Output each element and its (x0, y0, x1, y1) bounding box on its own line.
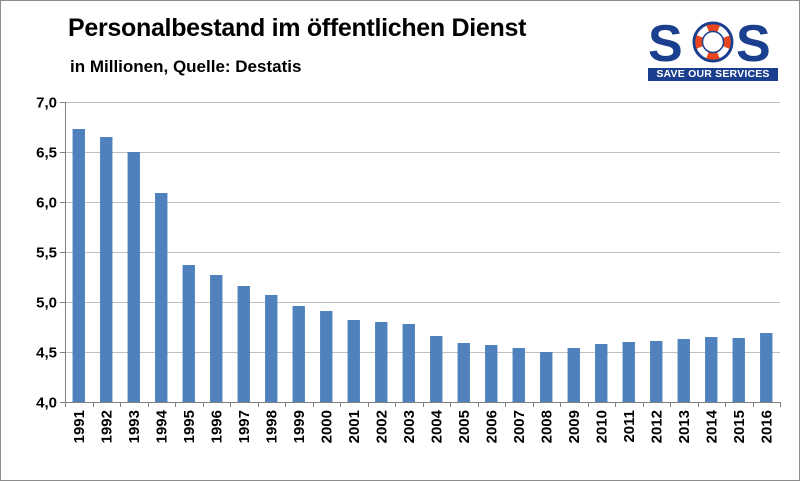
y-tick-labels: 4,0 4,5 5,0 5,5 6,0 6,5 7,0 (36, 95, 57, 412)
bar-2014 (705, 337, 718, 402)
axes (60, 102, 781, 407)
x-tick-label: 2006 (483, 410, 500, 443)
bar-1991 (72, 129, 85, 402)
x-tick-label: 2016 (758, 410, 775, 443)
x-tick-label: 2015 (731, 410, 748, 443)
bar-1996 (210, 275, 223, 402)
x-tick-label: 2011 (621, 410, 638, 443)
x-tick-label: 2002 (373, 410, 390, 443)
x-tick-label: 1991 (71, 410, 88, 443)
x-tick-label: 2008 (538, 410, 555, 443)
x-tick-label: 2010 (593, 410, 610, 443)
y-tick-label: 5,5 (36, 245, 57, 262)
bar-1998 (265, 295, 278, 402)
x-tick-label: 1997 (236, 410, 253, 443)
x-tick-label: 2005 (456, 410, 473, 443)
y-tick-label: 7,0 (36, 95, 57, 112)
x-tick-label: 2012 (648, 410, 665, 443)
gridlines (65, 102, 780, 353)
bar-2000 (320, 311, 333, 402)
logo-letter-s2: S (736, 18, 771, 66)
x-tick-label: 1993 (126, 410, 143, 443)
bar-2008 (540, 352, 553, 402)
x-tick-label: 2007 (511, 410, 528, 443)
x-tick-label: 1996 (208, 410, 225, 443)
bar-2012 (650, 341, 663, 402)
y-tick-label: 6,5 (36, 145, 57, 162)
sos-logo: S S SAVE OUR SERVICES (648, 18, 778, 82)
x-tick-label: 2014 (703, 409, 720, 443)
x-tick-label: 2000 (318, 410, 335, 443)
bar-1995 (182, 265, 195, 402)
chart-subtitle: in Millionen, Quelle: Destatis (70, 57, 302, 76)
x-tick-labels: 1991 1992 1993 1994 1995 1996 1997 1998 1999 2000… (71, 409, 776, 443)
lifebuoy-icon (692, 21, 734, 63)
x-tick-label: 1998 (263, 410, 280, 443)
bar-1999 (292, 306, 305, 402)
x-tick-label: 1995 (181, 410, 198, 443)
logo-letter-s1: S (648, 18, 683, 66)
bar-1994 (155, 193, 168, 402)
x-tick-label: 1999 (291, 410, 308, 443)
bar-1993 (127, 152, 140, 402)
bar-2006 (485, 345, 498, 402)
bar-2004 (430, 336, 443, 402)
bar-2013 (677, 339, 690, 402)
x-tick-label: 1992 (98, 410, 115, 443)
chart-title: Personalbestand im öffentlichen Dienst (68, 14, 527, 42)
bar-2005 (457, 343, 470, 402)
bar-2011 (622, 342, 635, 402)
bar-1992 (100, 137, 113, 402)
bar-2001 (347, 320, 360, 402)
y-tick-label: 4,0 (36, 395, 57, 412)
x-tick-label: 2003 (401, 410, 418, 443)
bar-1997 (237, 286, 250, 402)
y-tick-label: 6,0 (36, 195, 57, 212)
bar-2015 (732, 338, 745, 402)
bars (72, 129, 773, 402)
sos-logo-mark: S S (648, 18, 771, 66)
bar-2007 (512, 348, 525, 402)
y-tick-label: 4,5 (36, 345, 57, 362)
bar-2010 (595, 344, 608, 402)
x-tick-label: 2013 (676, 410, 693, 443)
x-tick-label: 1994 (153, 409, 170, 443)
bar-2009 (567, 348, 580, 402)
bar-2002 (375, 322, 388, 402)
x-tick-label: 2001 (346, 410, 363, 443)
x-tick-label: 2009 (566, 410, 583, 443)
logo-tagline: SAVE OUR SERVICES (648, 68, 778, 81)
bar-2003 (402, 324, 415, 402)
x-tick-label: 2004 (428, 409, 445, 443)
bar-2016 (760, 333, 773, 402)
y-tick-label: 5,0 (36, 295, 57, 312)
